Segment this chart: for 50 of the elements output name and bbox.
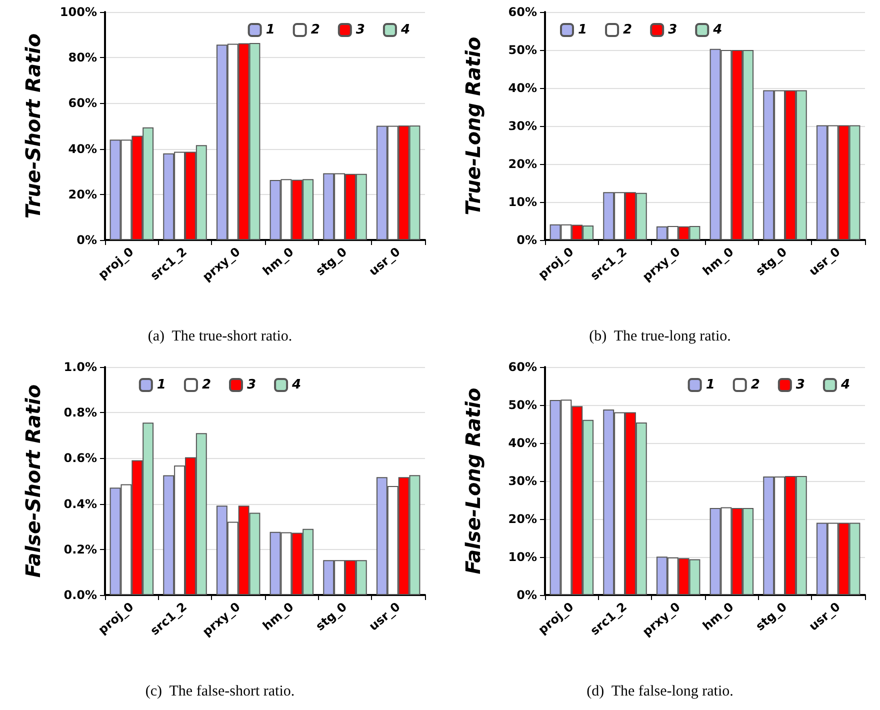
y-axis-title: False-Short Ratio (21, 384, 45, 578)
y-axis-title: False-Long Ratio (461, 387, 485, 574)
legend-label: 1 (578, 22, 588, 38)
legend-label: 2 (202, 378, 211, 392)
y-axis-title: True-Long Ratio (461, 36, 485, 216)
y-tick-label: 0.4% (64, 496, 97, 511)
legend-label: 2 (750, 378, 760, 392)
y-tick-label: 30% (508, 474, 537, 488)
y-tick-label: 0.6% (64, 451, 97, 466)
legend-label: 1 (156, 378, 166, 392)
legend-label: 1 (706, 378, 715, 392)
y-tick-label: 60% (68, 96, 97, 110)
legend-label: 3 (668, 22, 678, 38)
y-tick-label: 100% (60, 5, 97, 19)
y-tick-label: 0.8% (64, 406, 97, 420)
legend-label: 4 (291, 378, 302, 392)
y-tick-label: 50% (508, 43, 537, 57)
y-tick-label: 10% (508, 550, 537, 564)
y-tick-label: 1.0% (64, 360, 97, 374)
y-axis-title: True-Short Ratio (21, 33, 45, 219)
y-tick-label: 10% (508, 195, 537, 209)
y-tick-label: 0% (76, 233, 97, 247)
text: (d) The false-long ratio. (586, 684, 734, 700)
legend-label: 4 (400, 22, 410, 38)
y-tick-label: 40% (508, 81, 537, 95)
text: (c) The false-short ratio. (145, 684, 295, 700)
y-tick-label: 60% (508, 360, 537, 374)
y-tick-label: 60% (508, 5, 537, 19)
y-tick-label: 0.2% (64, 542, 97, 556)
y-tick-label: 0.0% (64, 588, 97, 602)
legend-label: 4 (840, 378, 850, 392)
y-tick-label: 20% (68, 187, 97, 202)
legend-label: 2 (623, 22, 632, 38)
y-tick-label: 0% (516, 588, 537, 602)
y-tick-label: 80% (68, 50, 97, 65)
legend-label: 3 (356, 22, 365, 38)
legend-label: 2 (310, 22, 320, 38)
text: (a) The true-short ratio. (148, 328, 292, 344)
legend-label: 4 (712, 22, 722, 38)
y-tick-label: 50% (508, 398, 537, 412)
y-tick-label: 40% (508, 436, 537, 450)
y-tick-label: 20% (508, 157, 537, 171)
legend-label: 3 (247, 378, 256, 392)
y-tick-label: 30% (508, 119, 537, 133)
y-tick-label: 20% (508, 512, 537, 526)
legend-label: 1 (266, 22, 275, 38)
legend-label: 3 (796, 378, 805, 392)
y-tick-label: 0% (516, 233, 537, 247)
text: (b) The true-long ratio. (589, 328, 731, 344)
y-tick-label: 40% (68, 142, 97, 156)
